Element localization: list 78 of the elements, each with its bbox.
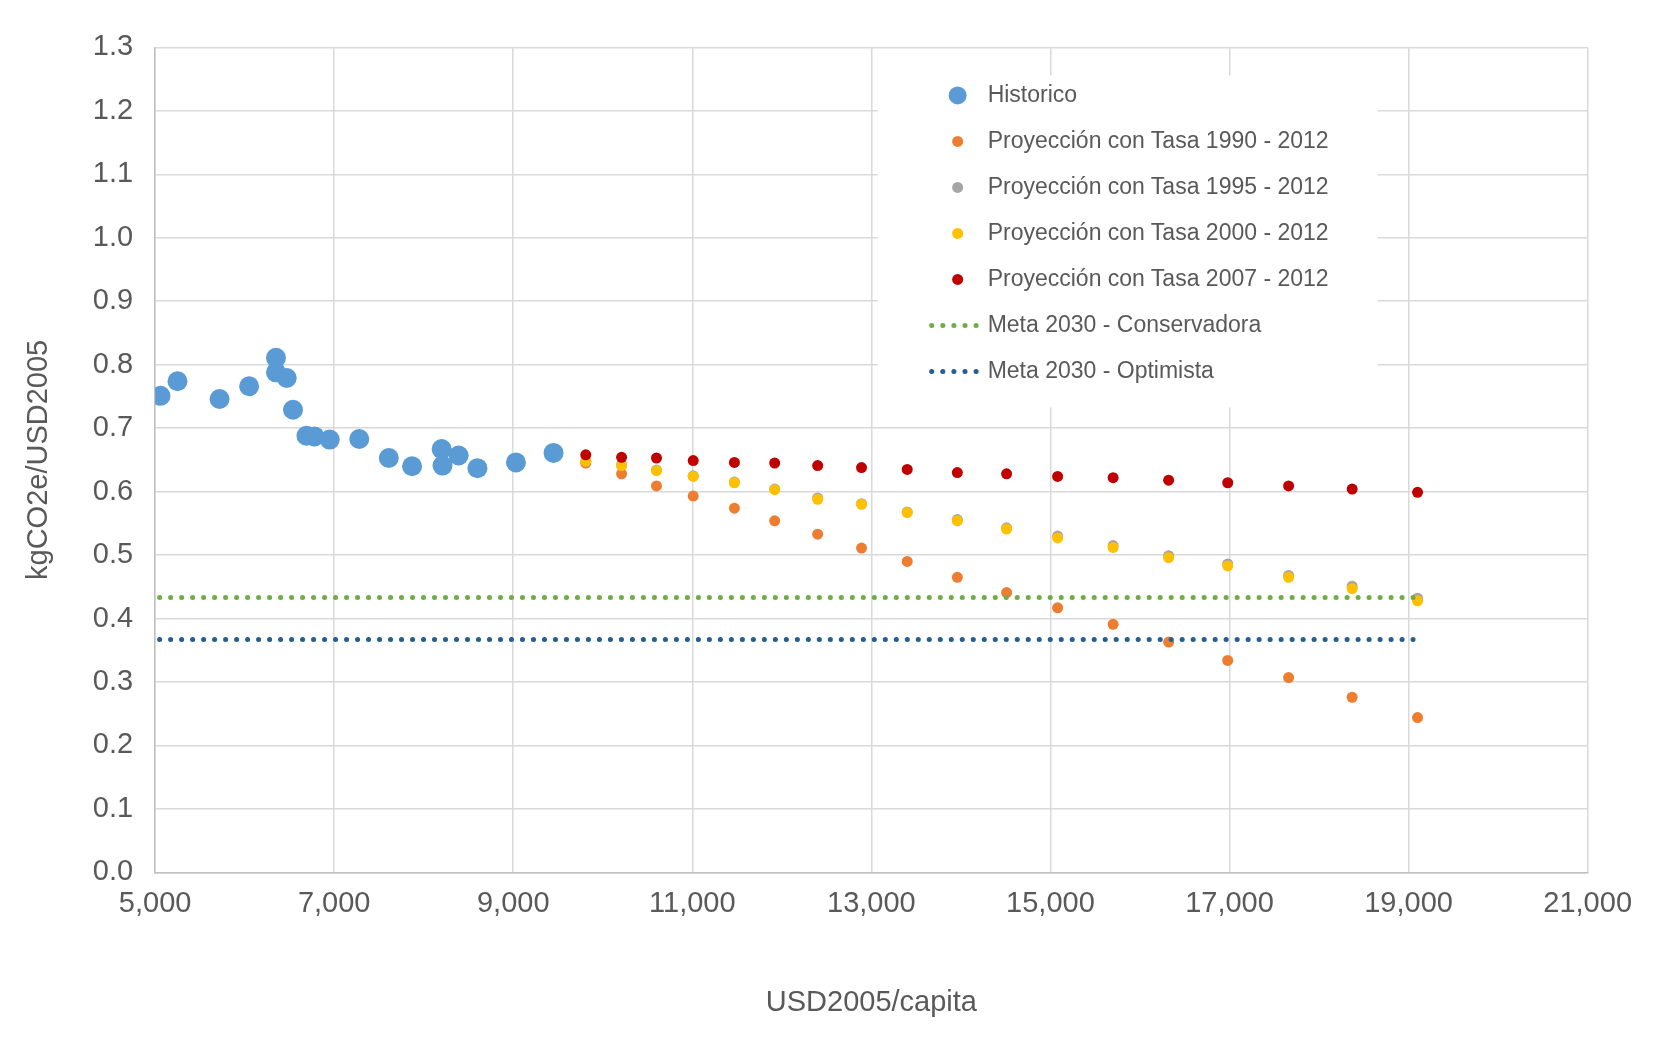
y-tick-label: 0.4 <box>92 600 134 633</box>
point <box>239 376 260 397</box>
point <box>1001 468 1013 480</box>
point <box>901 463 913 475</box>
y-tick-label: 0.0 <box>92 854 134 887</box>
y-tick-label: 0.8 <box>92 346 134 379</box>
point <box>1163 474 1175 486</box>
legend-label: Meta 2030 - Optimista <box>987 356 1215 383</box>
point <box>901 555 913 567</box>
point <box>467 458 488 479</box>
x-tick-label: 11,000 <box>649 885 736 918</box>
point <box>543 442 564 463</box>
point <box>349 428 370 449</box>
legend-label: Historico <box>987 80 1078 107</box>
point <box>1283 480 1295 492</box>
point <box>319 429 340 450</box>
point <box>402 456 423 477</box>
point <box>432 455 453 476</box>
point <box>812 528 824 540</box>
point <box>1222 477 1234 489</box>
y-tick-label: 0.9 <box>92 283 134 316</box>
point <box>728 456 740 468</box>
point <box>616 451 628 463</box>
point <box>651 452 662 464</box>
y-tick-label: 0.2 <box>92 727 134 760</box>
point <box>1107 472 1119 484</box>
legend-label: Proyección con Tasa 1990 - 2012 <box>987 126 1329 153</box>
x-axis-title: USD2005/capita <box>765 984 978 1017</box>
y-tick-label: 0.5 <box>92 537 134 570</box>
point <box>951 467 963 479</box>
point <box>1412 712 1424 724</box>
point <box>687 455 699 467</box>
point <box>378 448 399 468</box>
point <box>856 462 868 474</box>
y-tick-label: 1.1 <box>92 156 134 189</box>
legend-label: Proyección con Tasa 2000 - 2012 <box>987 218 1329 245</box>
point <box>1107 618 1119 630</box>
point <box>580 449 592 461</box>
point <box>1412 486 1424 498</box>
point <box>1052 470 1064 482</box>
y-tick-label: 0.3 <box>92 664 134 697</box>
legend-label: Proyección con Tasa 1995 - 2012 <box>987 172 1329 199</box>
point <box>769 515 781 527</box>
point <box>209 388 230 409</box>
point <box>728 502 740 514</box>
x-tick-label: 15,000 <box>1006 885 1095 918</box>
point <box>1052 602 1064 614</box>
y-axis-title: kgCO2e/USD2005 <box>21 339 54 580</box>
point <box>1222 654 1234 666</box>
x-tick-label: 21,000 <box>1543 885 1632 918</box>
point <box>812 460 824 472</box>
x-tick-label: 19,000 <box>1364 885 1453 918</box>
point <box>856 542 868 554</box>
point <box>1283 672 1295 684</box>
point <box>276 368 297 389</box>
point <box>769 457 781 469</box>
legend-label: Meta 2030 - Conservadora <box>987 310 1262 337</box>
y-tick-label: 1.0 <box>92 219 134 252</box>
point <box>505 452 526 473</box>
x-tick-label: 17,000 <box>1185 885 1274 918</box>
point <box>687 490 699 502</box>
point <box>283 399 303 420</box>
y-tick-label: 0.1 <box>92 790 134 823</box>
y-tick-label: 1.2 <box>92 92 134 125</box>
point <box>651 480 662 492</box>
x-tick-label: 9,000 <box>476 885 550 918</box>
point <box>951 571 963 583</box>
legend-label: Proyección con Tasa 2007 - 2012 <box>987 264 1329 291</box>
x-tick-label: 5,000 <box>118 885 192 918</box>
x-tick-label: 13,000 <box>827 885 916 918</box>
point <box>1346 691 1358 703</box>
point <box>167 371 188 392</box>
y-tick-label: 0.7 <box>92 410 134 443</box>
y-tick-label: 1.3 <box>92 29 134 62</box>
point <box>1346 483 1358 495</box>
x-tick-label: 7,000 <box>297 885 371 918</box>
y-tick-label: 0.6 <box>92 473 134 506</box>
point <box>448 445 469 466</box>
